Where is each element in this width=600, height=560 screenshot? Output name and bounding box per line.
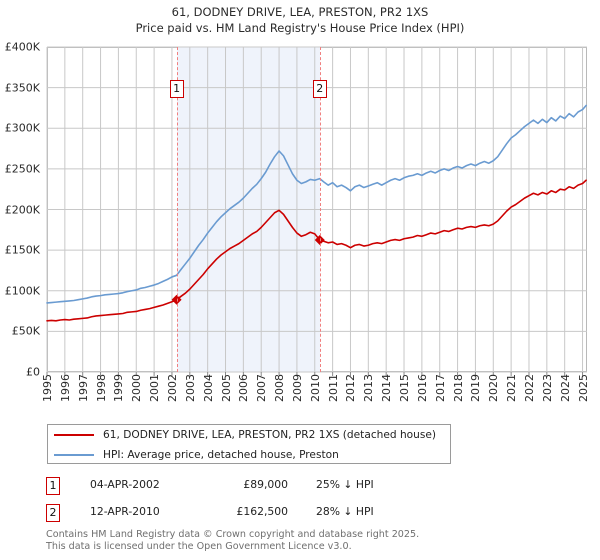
x-tick-label: 2024 <box>558 374 572 402</box>
x-tick-label: 2023 <box>540 374 554 402</box>
plot-area <box>46 46 587 376</box>
legend-swatch-hpi <box>54 454 94 456</box>
x-tick-label: 2002 <box>165 374 179 402</box>
x-tick-label: 2007 <box>255 374 269 402</box>
x-tick-label: 1996 <box>58 374 72 402</box>
x-tick-label: 2019 <box>469 374 483 402</box>
x-tick-label: 1999 <box>112 374 126 402</box>
chart-subtitle: Price paid vs. HM Land Registry's House … <box>135 21 465 35</box>
footer-line-1: Contains HM Land Registry data © Crown c… <box>46 529 420 540</box>
event-vline <box>319 47 321 372</box>
series-lines <box>46 104 587 322</box>
y-tick-label: £100K <box>4 284 40 298</box>
transaction-index-badge: 2 <box>46 504 60 522</box>
transaction-price: £89,000 <box>243 478 288 491</box>
x-tick-label: 2016 <box>415 374 429 402</box>
x-tick-label: 2008 <box>273 374 287 402</box>
event-vline <box>176 47 178 372</box>
transaction-price: £162,500 <box>236 505 288 518</box>
x-tick-label: 1995 <box>41 374 54 402</box>
chart-legend: 61, DODNEY DRIVE, LEA, PRESTON, PR2 1XS … <box>47 424 451 464</box>
x-tick-label: 2003 <box>183 374 197 402</box>
x-tick-label: 2020 <box>487 374 501 402</box>
x-tick-label: 2013 <box>362 374 376 402</box>
y-tick-label: £400K <box>4 40 40 54</box>
x-tick-label: 1998 <box>94 374 108 402</box>
x-tick-label: 2014 <box>380 374 394 402</box>
x-tick-label: 1997 <box>76 374 90 402</box>
footer-line-2: This data is licensed under the Open Gov… <box>46 540 352 552</box>
x-tick-label: 2009 <box>290 374 304 402</box>
x-tick-label: 2000 <box>130 374 144 402</box>
x-tick-label: 2011 <box>326 374 340 402</box>
transaction-index-badge: 1 <box>46 477 60 495</box>
gridlines <box>46 46 587 376</box>
event-marker-box[interactable]: 2 <box>312 80 327 98</box>
y-tick-label: £50K <box>11 324 40 338</box>
y-tick-label: £350K <box>4 81 40 95</box>
transaction-hpi-delta: 25% ↓ HPI <box>316 478 374 491</box>
x-tick-label: 2015 <box>398 374 412 402</box>
x-tick-label: 2018 <box>451 374 465 402</box>
chart-title-block: 61, DODNEY DRIVE, LEA, PRESTON, PR2 1XS … <box>0 4 600 36</box>
transaction-date: 04-APR-2002 <box>90 478 160 491</box>
x-tick-label: 2010 <box>308 374 322 402</box>
x-tick-label: 2021 <box>505 374 519 402</box>
x-tick-label: 2005 <box>219 374 233 402</box>
x-tick-label: 2025 <box>576 374 590 402</box>
y-tick-label: £300K <box>4 121 40 135</box>
x-axis-labels: 1995 1996 1997 1998 1999 2000 2001 2002 2003 2004… <box>41 374 590 420</box>
x-tick-label: 2004 <box>201 374 215 402</box>
legend-swatch-property <box>54 434 94 436</box>
footer-attribution: Contains HM Land Registry data © Crown c… <box>46 529 566 552</box>
y-tick-label: £250K <box>4 162 40 176</box>
y-axis-labels: £0 £50K £100K £150K £200K £250K £300K £350K £400… <box>0 41 44 379</box>
legend-item-hpi: HPI: Average price, detached house, Pres… <box>48 445 450 465</box>
y-tick-label: £200K <box>4 203 40 216</box>
y-tick-label: £0 <box>26 365 40 379</box>
legend-label-hpi: HPI: Average price, detached house, Pres… <box>103 449 339 461</box>
y-tick-label: £150K <box>4 243 40 257</box>
legend-item-property: 61, DODNEY DRIVE, LEA, PRESTON, PR2 1XS … <box>48 425 450 445</box>
x-tick-label: 2001 <box>148 374 162 402</box>
page-title: 61, DODNEY DRIVE, LEA, PRESTON, PR2 1XS <box>171 5 429 19</box>
transaction-date: 12-APR-2010 <box>90 505 160 518</box>
transaction-hpi-delta: 28% ↓ HPI <box>316 505 374 518</box>
x-tick-label: 2012 <box>344 374 358 402</box>
event-marker-box[interactable]: 1 <box>169 80 184 98</box>
x-tick-label: 2017 <box>433 374 447 402</box>
x-tick-label: 2022 <box>522 374 536 402</box>
legend-label-property: 61, DODNEY DRIVE, LEA, PRESTON, PR2 1XS … <box>103 429 437 441</box>
x-tick-label: 2006 <box>237 374 251 402</box>
